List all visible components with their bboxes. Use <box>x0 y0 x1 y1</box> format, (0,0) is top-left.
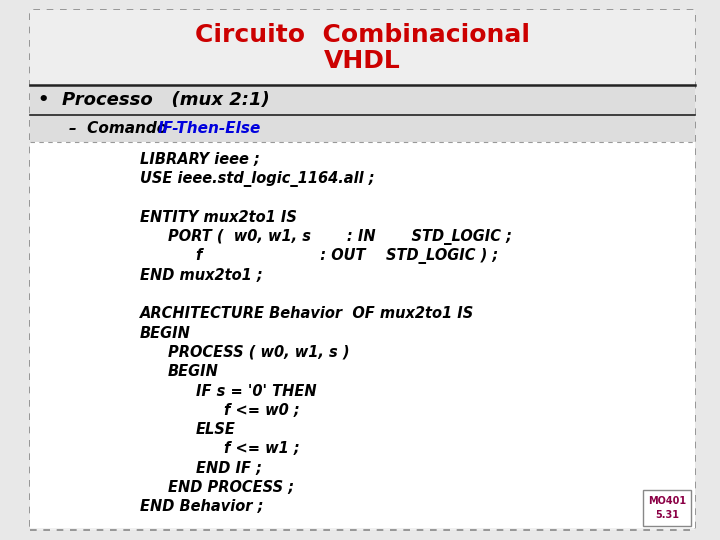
Text: END PROCESS ;: END PROCESS ; <box>168 480 294 495</box>
Text: f <= w1 ;: f <= w1 ; <box>224 441 300 456</box>
Text: f <= w0 ;: f <= w0 ; <box>224 403 300 418</box>
Text: LIBRARY ieee ;: LIBRARY ieee ; <box>140 152 260 167</box>
Text: ELSE: ELSE <box>196 422 236 437</box>
Text: BEGIN: BEGIN <box>168 364 219 379</box>
Text: END mux2to1 ;: END mux2to1 ; <box>140 268 263 283</box>
Text: MO401
5.31: MO401 5.31 <box>648 496 686 520</box>
Text: VHDL: VHDL <box>324 50 401 73</box>
Text: f                       : OUT    STD_LOGIC ) ;: f : OUT STD_LOGIC ) ; <box>196 248 498 264</box>
Text: Circuito  Combinacional: Circuito Combinacional <box>195 24 530 48</box>
Text: ENTITY mux2to1 IS: ENTITY mux2to1 IS <box>140 210 297 225</box>
Text: BEGIN: BEGIN <box>140 326 191 341</box>
Bar <box>30 10 695 85</box>
Text: IF s = '0' THEN: IF s = '0' THEN <box>196 383 317 399</box>
Bar <box>30 115 695 142</box>
Text: PROCESS ( w0, w1, s ): PROCESS ( w0, w1, s ) <box>168 345 349 360</box>
Text: END Behavior ;: END Behavior ; <box>140 499 264 514</box>
Text: USE ieee.std_logic_1164.all ;: USE ieee.std_logic_1164.all ; <box>140 171 374 187</box>
Text: IF-Then-Else: IF-Then-Else <box>158 121 261 136</box>
Bar <box>30 142 695 528</box>
Text: ARCHITECTURE Behavior  OF mux2to1 IS: ARCHITECTURE Behavior OF mux2to1 IS <box>140 306 474 321</box>
Bar <box>643 490 691 526</box>
Text: END IF ;: END IF ; <box>196 461 262 476</box>
Text: •  Processo   (mux 2:1): • Processo (mux 2:1) <box>38 91 270 109</box>
Text: PORT (  w0, w1, s       : IN       STD_LOGIC ;: PORT ( w0, w1, s : IN STD_LOGIC ; <box>168 229 512 245</box>
Text: –  Comando: – Comando <box>48 121 173 136</box>
Bar <box>30 85 695 115</box>
